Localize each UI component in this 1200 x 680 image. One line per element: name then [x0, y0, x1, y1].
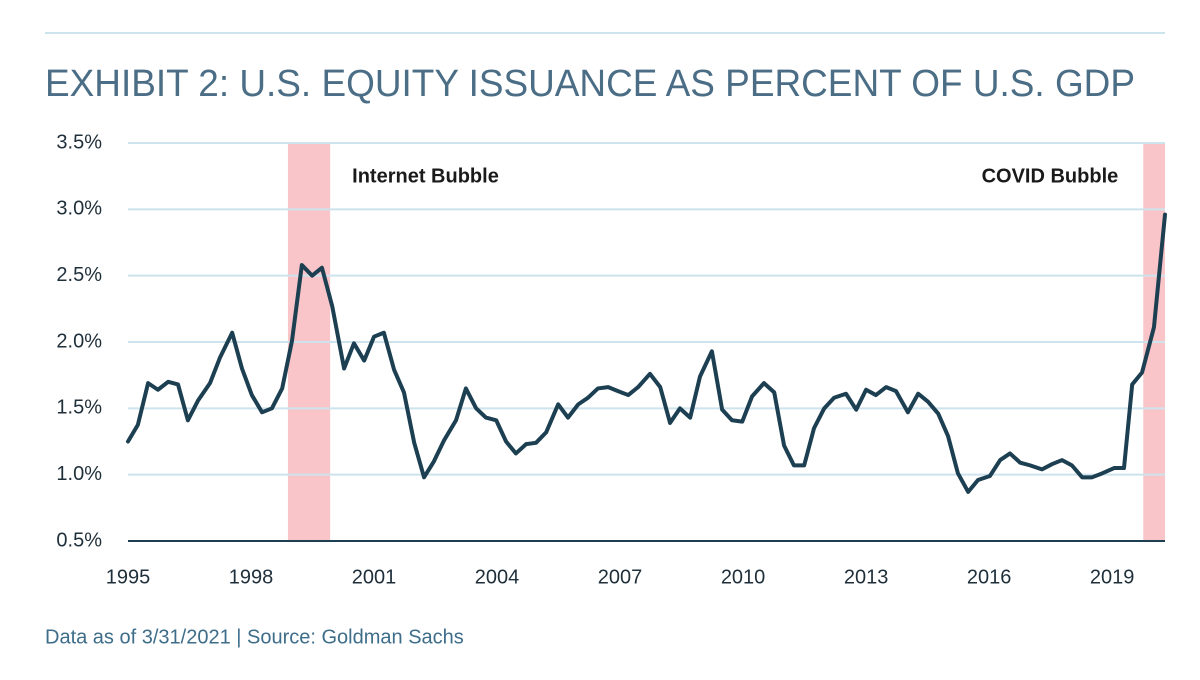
x-tick-label: 2016 [967, 566, 1012, 588]
y-tick-label: 3.0% [56, 198, 102, 220]
y-tick-label: 3.5% [56, 131, 102, 153]
x-tick-label: 2010 [721, 566, 766, 588]
x-tick-label: 2013 [844, 566, 889, 588]
y-tick-label: 2.0% [56, 330, 102, 352]
y-tick-label: 1.0% [56, 463, 102, 485]
footnote: Data as of 3/31/2021 | Source: Goldman S… [45, 626, 464, 648]
x-tick-label: 1998 [229, 566, 274, 588]
x-tick-label: 2019 [1090, 566, 1135, 588]
y-tick-label: 1.5% [56, 397, 102, 419]
data-line [126, 212, 1167, 494]
annotation: Internet Bubble [352, 165, 499, 187]
annotation: COVID Bubble [982, 165, 1119, 187]
x-tick-label: 2004 [475, 566, 520, 588]
y-tick-label: 0.5% [56, 529, 102, 551]
x-tick-label: 2007 [598, 566, 643, 588]
y-tick-label: 2.5% [56, 264, 102, 286]
x-tick-label: 2001 [352, 566, 397, 588]
chart-title: EXHIBIT 2: U.S. EQUITY ISSUANCE AS PERCE… [45, 63, 1135, 105]
x-tick-label: 1995 [106, 566, 151, 588]
